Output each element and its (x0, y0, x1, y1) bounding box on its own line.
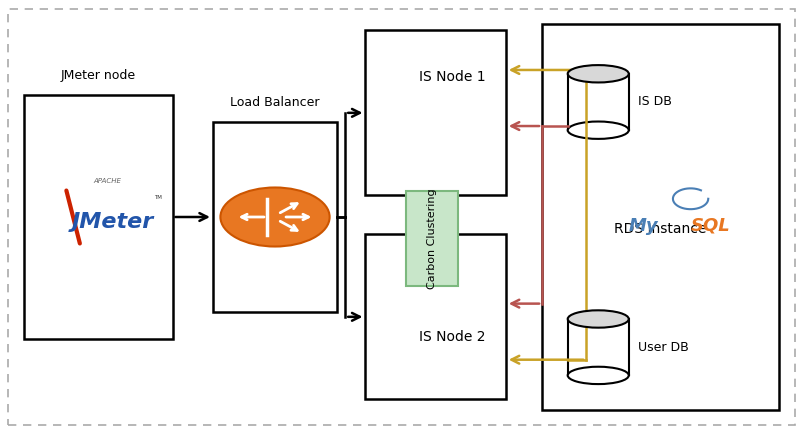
Text: IS Node 1: IS Node 1 (419, 69, 485, 84)
Text: JMeter node: JMeter node (61, 69, 136, 82)
Text: TM: TM (154, 195, 161, 200)
Bar (24, 95, 172, 339)
Ellipse shape (567, 310, 628, 328)
Bar (213, 122, 337, 312)
Bar (365, 30, 505, 195)
Text: SQL: SQL (690, 217, 730, 235)
Ellipse shape (567, 65, 628, 82)
Text: IS DB: IS DB (638, 95, 671, 108)
Text: My: My (628, 217, 658, 235)
Text: RDS Instance: RDS Instance (614, 222, 706, 236)
Text: JMeter: JMeter (72, 212, 154, 232)
Ellipse shape (567, 367, 628, 384)
Text: APACHE: APACHE (93, 178, 121, 184)
Bar (567, 319, 628, 375)
Bar (365, 234, 505, 399)
Bar (567, 74, 628, 130)
Text: IS Node 2: IS Node 2 (419, 329, 485, 344)
Bar (541, 24, 778, 410)
Text: Carbon Clustering: Carbon Clustering (426, 188, 436, 289)
Bar (405, 191, 457, 286)
Text: Load Balancer: Load Balancer (230, 95, 319, 108)
Ellipse shape (567, 122, 628, 139)
Circle shape (220, 187, 330, 247)
Text: User DB: User DB (638, 341, 688, 354)
